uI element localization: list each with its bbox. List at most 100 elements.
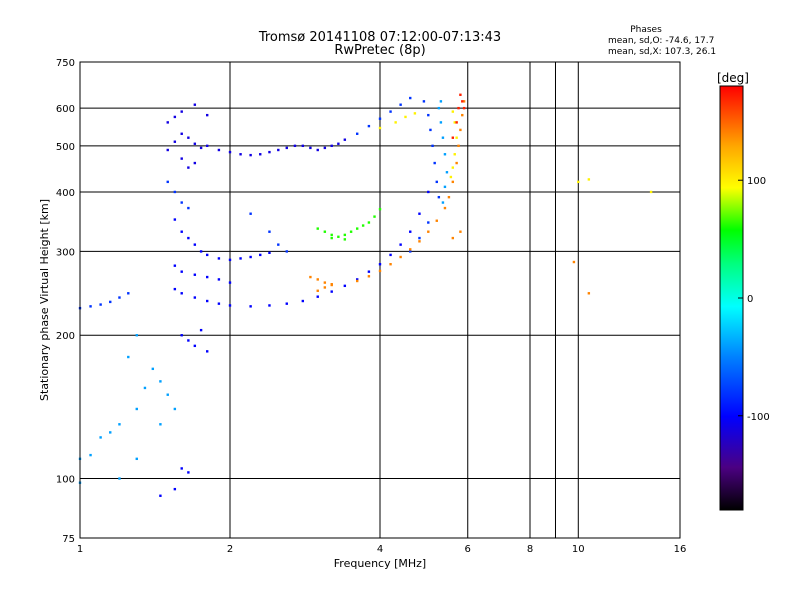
echo-point <box>205 299 209 303</box>
echo-point <box>587 292 591 295</box>
echo-point <box>413 112 417 115</box>
echo-point <box>367 124 371 128</box>
echo-point <box>228 304 232 307</box>
echo-point <box>316 278 319 281</box>
echo-point <box>457 106 460 110</box>
echo-point <box>418 212 421 215</box>
echo-point <box>180 110 183 113</box>
echo-point <box>173 140 177 143</box>
echo-point <box>249 153 252 157</box>
colorbar-tick-label: 100 <box>747 176 766 187</box>
echo-point <box>187 236 190 240</box>
echo-point <box>173 264 177 267</box>
echo-point <box>453 121 456 124</box>
echo-point <box>337 142 340 145</box>
echo-point <box>441 136 445 139</box>
echo-point <box>389 253 392 257</box>
x-tick-label: 8 <box>527 544 533 555</box>
echo-point <box>309 275 312 279</box>
echo-point <box>361 224 365 227</box>
echo-point <box>427 190 430 194</box>
echo-point <box>439 100 443 103</box>
echo-point <box>316 148 319 152</box>
y-tick-label: 300 <box>56 247 75 258</box>
echo-point <box>127 292 130 295</box>
echo-point <box>330 236 333 240</box>
colorbar-ticks: 100 0 -100 <box>738 176 770 423</box>
echo-point <box>431 144 434 148</box>
echo-point <box>439 121 443 124</box>
echo-point <box>249 212 252 215</box>
echo-point <box>159 494 162 497</box>
echo-point <box>316 289 319 292</box>
echo-point <box>337 235 340 238</box>
y-tick-label: 200 <box>56 331 75 342</box>
echo-point <box>649 190 653 194</box>
echo-point <box>118 296 121 299</box>
echo-point <box>268 230 271 233</box>
echo-point <box>173 487 177 491</box>
echo-point <box>453 153 456 156</box>
echo-point <box>193 243 197 246</box>
echo-point <box>193 344 197 348</box>
plot-frame <box>79 61 681 539</box>
echo-point <box>268 304 271 307</box>
x-tick-labels: 1 2 4 6 8 10 16 <box>77 544 687 555</box>
echo-point <box>447 195 451 199</box>
echo-point <box>409 250 412 253</box>
y-tick-label: 750 <box>56 58 75 69</box>
echo-point <box>217 278 221 281</box>
echo-point <box>135 334 138 337</box>
echo-point <box>109 300 112 304</box>
echo-point <box>443 185 447 189</box>
echo-point <box>455 161 458 165</box>
echo-point <box>427 113 430 117</box>
echo-point <box>228 258 232 262</box>
echo-point <box>187 339 190 342</box>
echo-point <box>367 275 371 278</box>
echo-point <box>355 279 359 283</box>
echo-point <box>437 106 441 110</box>
echo-point <box>228 281 232 284</box>
echo-point <box>205 275 209 279</box>
echo-point <box>435 180 438 184</box>
echo-point <box>330 283 333 287</box>
echo-point <box>173 115 177 119</box>
echo-point <box>205 144 209 148</box>
echo-point <box>173 190 177 194</box>
echo-point <box>367 270 371 273</box>
echo-point <box>180 230 183 233</box>
y-tick-label: 600 <box>56 104 75 115</box>
echo-point <box>367 221 371 224</box>
echo-point <box>394 121 397 124</box>
echo-point <box>118 477 121 480</box>
echo-point <box>451 166 455 169</box>
colorbar-tick-label: -100 <box>747 412 770 423</box>
x-tick-label: 2 <box>227 544 233 555</box>
echo-point <box>455 136 458 139</box>
echo-point <box>166 393 169 396</box>
echo-point <box>180 292 183 295</box>
echo-point <box>205 113 209 117</box>
echo-point <box>239 153 242 156</box>
echo-point <box>378 263 382 266</box>
echo-point <box>285 250 288 253</box>
echo-point <box>462 100 466 103</box>
echo-point <box>127 355 130 359</box>
echo-point <box>437 195 441 199</box>
echo-point <box>99 303 102 306</box>
y-tick-label: 500 <box>56 142 75 153</box>
y-tick-label: 400 <box>56 188 75 199</box>
echo-point <box>180 157 183 160</box>
echo-point <box>180 270 183 273</box>
colorbar-tick-label: 0 <box>747 294 753 305</box>
echo-point <box>239 257 242 260</box>
echo-point <box>399 243 402 246</box>
echo-point <box>445 171 449 174</box>
echo-point <box>99 436 102 439</box>
echo-point <box>389 110 392 113</box>
echo-point <box>166 180 169 184</box>
echo-point <box>355 132 359 135</box>
echo-point <box>451 110 455 113</box>
